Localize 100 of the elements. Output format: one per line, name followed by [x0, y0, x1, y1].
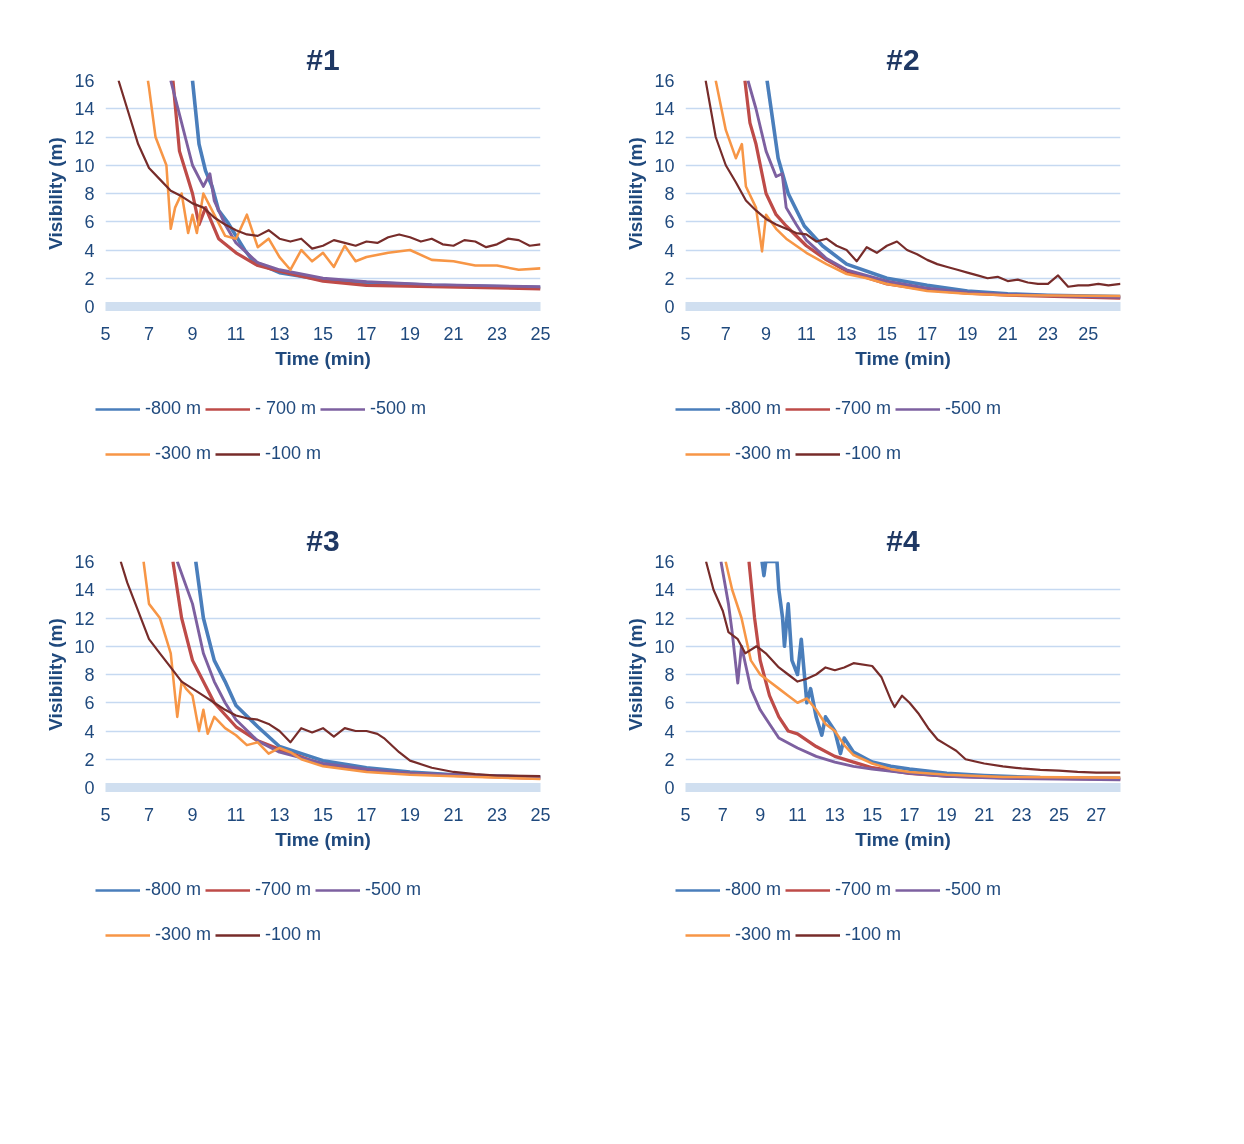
x-tick-label: 17: [356, 804, 377, 825]
x-axis-title: Time (min): [275, 347, 371, 369]
y-axis-title: Visibility (m): [625, 618, 647, 731]
y-tick-label: 2: [84, 268, 95, 289]
chart-title: #1: [306, 42, 340, 76]
y-tick-label: 16: [74, 552, 95, 572]
x-tick-label: 9: [187, 323, 198, 344]
y-tick-label: 16: [654, 552, 675, 572]
y-tick-label: 12: [74, 127, 95, 148]
y-tick-label: 16: [654, 71, 675, 91]
legend-label: -100 m: [845, 924, 902, 945]
x-tick-label: 23: [486, 804, 508, 825]
x-tick-label: 7: [717, 804, 728, 825]
y-tick-label: 0: [664, 297, 675, 317]
y-tick-label: 12: [654, 127, 675, 148]
x-tick-label: 19: [957, 323, 978, 344]
x-tick-label: 9: [755, 804, 766, 825]
x-tick-label: 7: [720, 323, 731, 344]
y-tick-label: 10: [74, 636, 95, 657]
x-tick-label: 17: [356, 323, 377, 344]
x-tick-label: 27: [1086, 804, 1107, 825]
legend-label: - 700 m: [255, 398, 317, 419]
x-tick-label: 15: [862, 804, 883, 825]
legend-label: -800 m: [725, 398, 782, 419]
legend-label: -800 m: [725, 879, 782, 900]
legend-label: -300 m: [155, 924, 212, 945]
y-tick-label: 6: [664, 212, 675, 233]
legend-label: -800 m: [145, 398, 202, 419]
y-tick-label: 4: [84, 240, 95, 261]
y-tick-label: 12: [654, 608, 675, 629]
y-tick-label: 0: [664, 778, 675, 798]
x-tick-label: 11: [788, 804, 807, 825]
legend-label: -700 m: [835, 398, 892, 419]
y-tick-label: 4: [664, 240, 675, 261]
x-axis-title: Time (min): [855, 347, 951, 369]
legend-label: -700 m: [255, 879, 312, 900]
y-tick-label: 10: [74, 155, 95, 176]
x-tick-label: 21: [443, 804, 464, 825]
legend-label: -500 m: [370, 398, 427, 419]
chart-title: #3: [306, 523, 340, 557]
y-tick-label: 12: [74, 608, 95, 629]
x-tick-label: 11: [226, 804, 246, 825]
x-tick-label: 21: [443, 323, 464, 344]
x-tick-label: 15: [876, 323, 897, 344]
x-tick-label: 15: [312, 323, 334, 344]
y-axis-title: Visibility (m): [45, 618, 67, 731]
y-axis-title: Visibility (m): [45, 137, 67, 250]
y-tick-label: 14: [654, 580, 675, 601]
y-axis-title: Visibility (m): [625, 137, 647, 250]
x-tick-label: 9: [187, 804, 198, 825]
x-tick-label: 13: [824, 804, 845, 825]
y-tick-label: 14: [74, 99, 95, 120]
x-tick-label: 23: [1037, 323, 1059, 344]
chart-title: #4: [886, 523, 920, 557]
y-tick-label: 4: [84, 721, 95, 742]
y-tick-label: 0: [84, 778, 95, 798]
legend-label: -300 m: [735, 924, 792, 945]
legend-label: -500 m: [945, 398, 1002, 419]
x-tick-label: 19: [399, 804, 421, 825]
x-tick-label: 23: [486, 323, 508, 344]
y-tick-label: 8: [664, 184, 675, 204]
legend-label: -800 m: [145, 879, 202, 900]
legend-label: -100 m: [845, 443, 902, 464]
x-tick-label: 11: [796, 323, 816, 344]
y-tick-label: 10: [654, 155, 675, 176]
x-tick-label: 25: [530, 323, 551, 344]
x-tick-label: 15: [312, 804, 334, 825]
y-tick-label: 8: [84, 665, 95, 685]
x-tick-label: 17: [917, 323, 938, 344]
y-tick-label: 14: [654, 99, 675, 120]
legend-label: -100 m: [265, 443, 322, 464]
x-tick-label: 25: [1078, 323, 1099, 344]
y-tick-label: 6: [664, 693, 675, 714]
x-tick-label: 25: [530, 804, 551, 825]
y-tick-label: 0: [84, 297, 95, 317]
x-tick-label: 13: [269, 323, 290, 344]
y-tick-label: 14: [74, 580, 95, 601]
x-tick-label: 13: [836, 323, 857, 344]
x-tick-label: 7: [143, 323, 155, 344]
y-tick-label: 8: [84, 184, 95, 204]
legend-label: -300 m: [155, 443, 212, 464]
x-tick-label: 5: [680, 323, 691, 344]
y-tick-label: 10: [654, 636, 675, 657]
x-tick-label: 19: [936, 804, 957, 825]
x-tick-label: 21: [974, 804, 995, 825]
x-tick-label: 13: [269, 804, 290, 825]
y-tick-label: 2: [84, 749, 95, 770]
legend-label: -500 m: [945, 879, 1002, 900]
chart-title: #2: [886, 42, 920, 76]
y-tick-label: 8: [664, 665, 675, 685]
legend-label: -700 m: [835, 879, 892, 900]
legend-label: -300 m: [735, 443, 792, 464]
x-tick-label: 7: [143, 804, 155, 825]
x-tick-label: 19: [399, 323, 421, 344]
y-tick-label: 6: [84, 212, 95, 233]
x-tick-label: 25: [1048, 804, 1069, 825]
x-tick-label: 17: [899, 804, 920, 825]
x-tick-label: 21: [997, 323, 1018, 344]
x-tick-label: 5: [680, 804, 691, 825]
y-tick-label: 2: [664, 268, 675, 289]
